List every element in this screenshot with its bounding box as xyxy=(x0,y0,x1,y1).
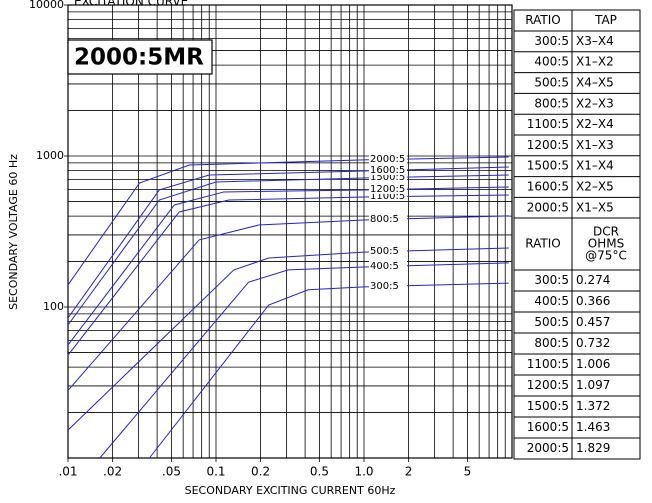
table-header: DCR xyxy=(593,225,619,239)
table-cell: 1600:5 xyxy=(527,420,569,434)
table-cell: 1200:5 xyxy=(527,378,569,392)
table-cell: 1.372 xyxy=(576,399,610,413)
curve-label-bg xyxy=(369,183,407,194)
table-cell: 2000:5 xyxy=(527,441,569,455)
x-tick-label: .01 xyxy=(58,465,77,479)
table-cell: 1200:5 xyxy=(527,138,569,152)
table-cell: 0.457 xyxy=(576,315,610,329)
x-tick-label: 0.1 xyxy=(206,465,225,479)
curve-label-bg xyxy=(369,261,407,272)
table-header: OHMS xyxy=(588,237,624,251)
table-cell: 2000:5 xyxy=(527,200,569,214)
table-cell: 1100:5 xyxy=(527,117,569,131)
x-axis-label: SECONDARY EXCITING CURRENT 60Hz xyxy=(185,484,396,497)
legend-label: 1500:5 xyxy=(370,172,405,183)
table-header: RATIO xyxy=(525,13,560,27)
curve xyxy=(67,174,509,326)
annotation-box xyxy=(67,39,213,75)
table-cell: 1.463 xyxy=(576,420,610,434)
table-header: RATIO xyxy=(525,237,560,251)
curve-label-bg xyxy=(369,191,407,202)
x-tick-label: 0.5 xyxy=(310,465,329,479)
curve xyxy=(67,156,509,286)
curve xyxy=(99,262,509,459)
table-cell: 500:5 xyxy=(534,76,569,90)
x-tick-label: .05 xyxy=(162,465,181,479)
table-cell: 1600:5 xyxy=(527,180,569,194)
x-tick-label: 1.0 xyxy=(354,465,373,479)
y-tick-label: 10000 xyxy=(29,0,64,11)
curve-label-bg xyxy=(369,165,407,176)
legend-label: 1100:5 xyxy=(370,191,405,202)
table-cell: X3–X4 xyxy=(576,34,614,48)
table-cell: 800:5 xyxy=(534,336,569,350)
table-cell: X1–X3 xyxy=(576,138,614,152)
table-cell: 400:5 xyxy=(534,294,569,308)
curve xyxy=(67,247,509,431)
table-cell: 800:5 xyxy=(534,96,569,110)
chart-title: EXCITATION CURVE xyxy=(74,0,188,9)
curve xyxy=(67,186,509,346)
table-cell: X1–X2 xyxy=(576,55,614,69)
table-header: TAP xyxy=(594,13,617,27)
curve-label-bg xyxy=(369,153,407,164)
legend-label: 1600:5 xyxy=(370,165,405,176)
legend-label: 2000:5 xyxy=(370,154,405,165)
curve xyxy=(67,215,509,391)
table-cell: 1.006 xyxy=(576,357,610,371)
table-cell: 1.829 xyxy=(576,441,610,455)
table-cell: 300:5 xyxy=(534,273,569,287)
table-header: @75°C xyxy=(585,249,627,263)
x-tick-label: .02 xyxy=(103,465,122,479)
curve-label-bg xyxy=(369,213,407,224)
y-tick-label: 100 xyxy=(43,300,64,313)
legend-label: 300:5 xyxy=(370,281,399,292)
table-cell: X4–X5 xyxy=(576,76,614,90)
x-tick-label: 0.2 xyxy=(251,465,270,479)
table-cell: X2–X3 xyxy=(576,96,614,110)
table-cell: 1100:5 xyxy=(527,357,569,371)
table-frame xyxy=(513,217,641,460)
annotation: 2000:5MR xyxy=(74,45,204,71)
table-cell: X1–X4 xyxy=(576,159,614,173)
curve xyxy=(67,194,509,356)
table-cell: 1500:5 xyxy=(527,399,569,413)
curve-label-bg xyxy=(369,280,407,291)
table-cell: 500:5 xyxy=(534,315,569,329)
legend-label: 1200:5 xyxy=(370,184,405,195)
curve-label-bg xyxy=(369,246,407,257)
legend-label: 400:5 xyxy=(370,261,399,272)
table-cell: X2–X5 xyxy=(576,180,614,194)
table-cell: X1–X5 xyxy=(576,200,614,214)
legend-label: 800:5 xyxy=(370,214,399,225)
curve xyxy=(149,282,509,459)
x-tick-label: 5 xyxy=(464,465,472,479)
plot-frame xyxy=(67,4,513,459)
table-cell: 400:5 xyxy=(534,55,569,69)
table-cell: 0.274 xyxy=(576,273,610,287)
x-tick-label: 2 xyxy=(405,465,413,479)
legend-label: 500:5 xyxy=(370,246,399,257)
table-cell: 1500:5 xyxy=(527,159,569,173)
table-cell: X2–X4 xyxy=(576,117,614,131)
curve xyxy=(67,166,509,319)
curve-label-bg xyxy=(369,171,407,182)
table-cell: 300:5 xyxy=(534,34,569,48)
y-axis-label: SECONDARY VOLTAGE 60 Hz xyxy=(7,154,20,310)
y-tick-label: 1000 xyxy=(36,149,64,162)
table-cell: 1.097 xyxy=(576,378,610,392)
table-cell: 0.366 xyxy=(576,294,610,308)
table-cell: 0.732 xyxy=(576,336,610,350)
